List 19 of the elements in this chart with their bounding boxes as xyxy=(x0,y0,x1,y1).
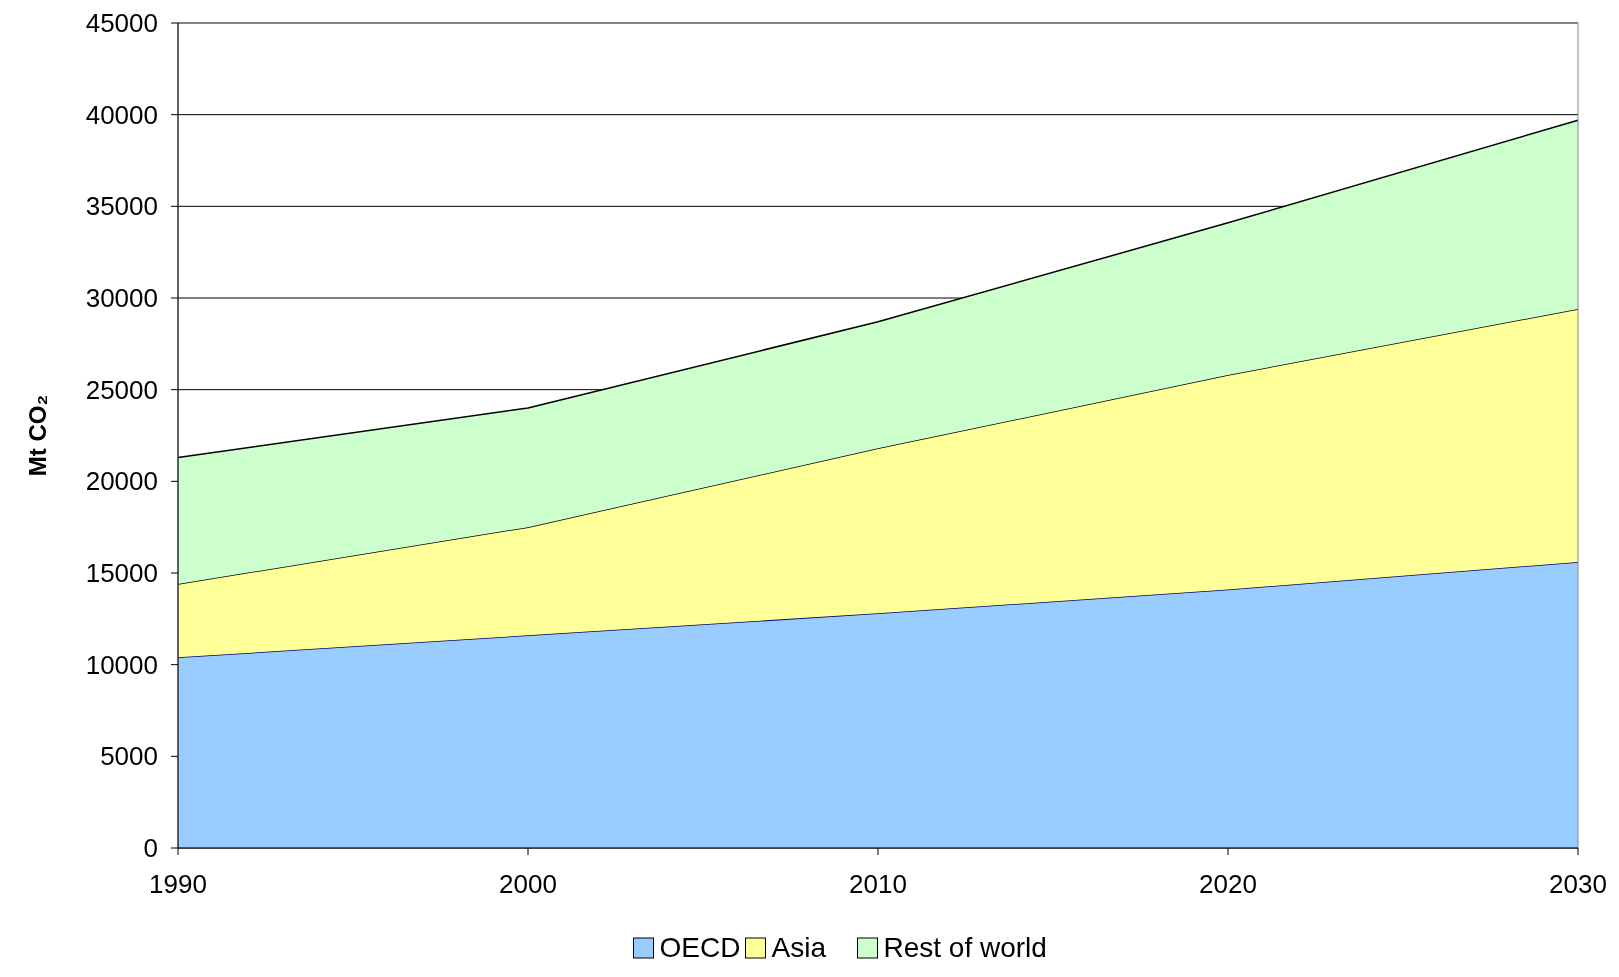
y-tick-label: 10000 xyxy=(85,649,158,680)
x-tick-label: 2030 xyxy=(1549,869,1607,899)
legend-label: Asia xyxy=(771,932,827,963)
y-tick-label: 20000 xyxy=(85,466,158,497)
y-tick-label: 35000 xyxy=(85,191,158,222)
y-tick-label: 40000 xyxy=(85,99,158,130)
y-tick-label: 0 xyxy=(143,833,158,864)
x-tick-label: 2010 xyxy=(849,869,907,899)
legend-label: OECD xyxy=(659,932,741,963)
y-tick-label: 45000 xyxy=(85,8,158,39)
y-tick-label: 15000 xyxy=(85,558,158,589)
y-tick-label: 25000 xyxy=(85,374,158,405)
legend-label: Rest of world xyxy=(883,932,1047,963)
y-tick-label: 5000 xyxy=(100,741,158,772)
y-tick-label: 30000 xyxy=(85,283,158,314)
x-tick-label: 1990 xyxy=(149,869,207,899)
x-tick-label: 2020 xyxy=(1199,869,1257,899)
x-tick-label: 2000 xyxy=(499,869,557,899)
y-axis-title: Mt CO₂ xyxy=(24,394,51,477)
